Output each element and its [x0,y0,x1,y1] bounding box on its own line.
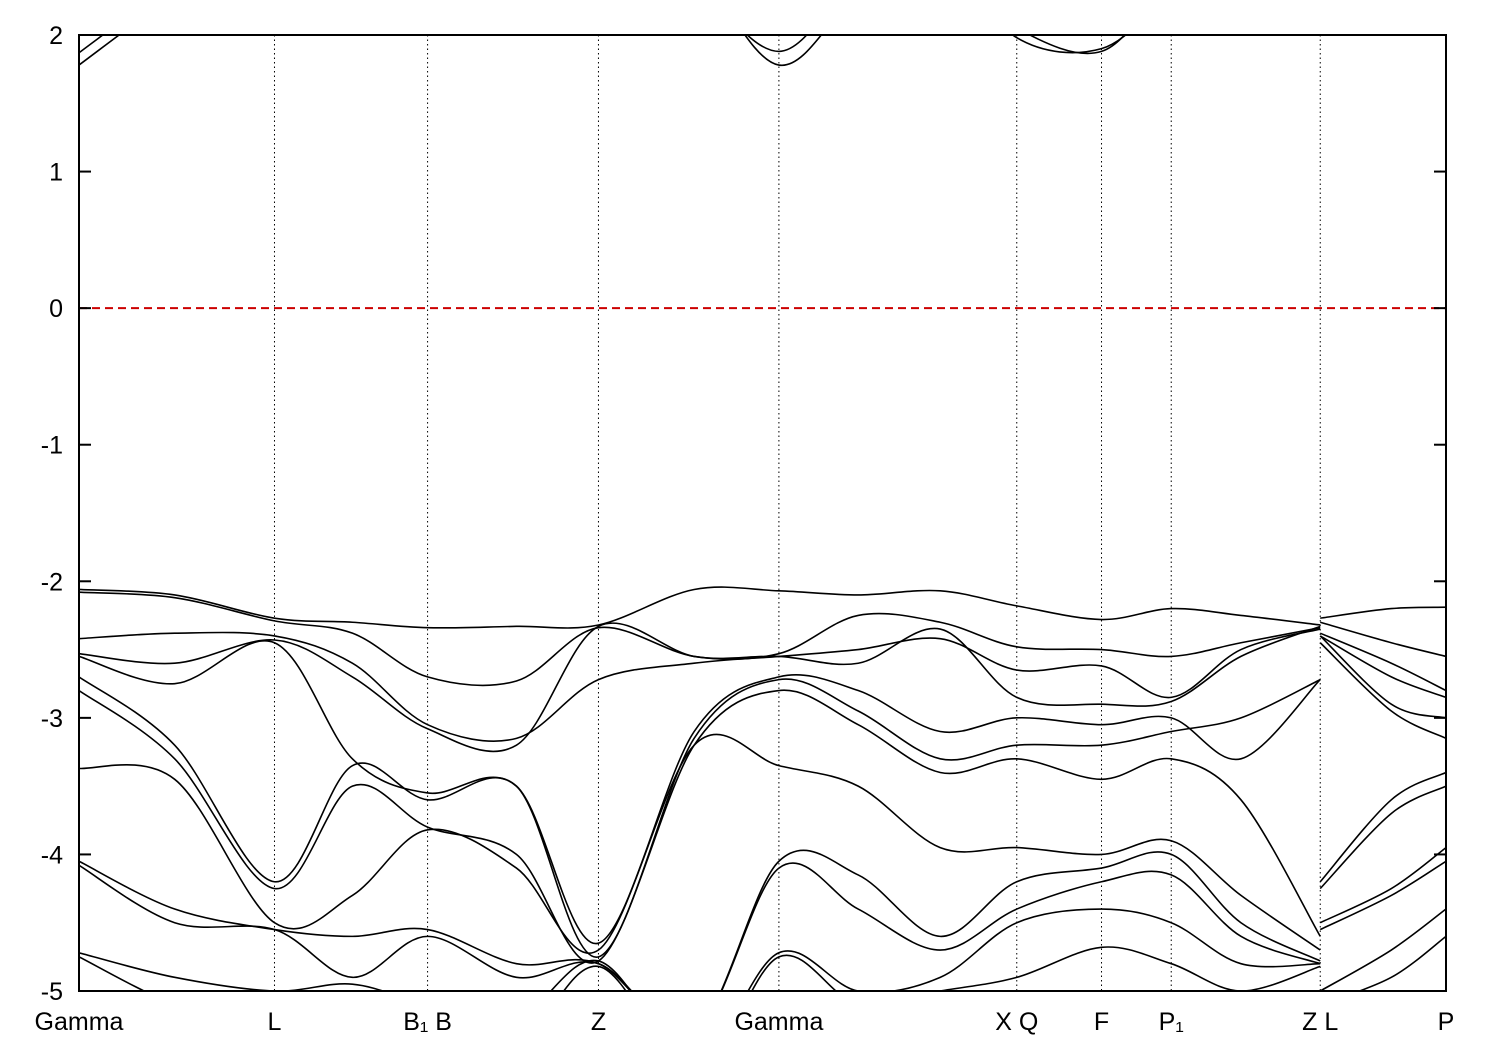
y-tick-label: 1 [49,159,63,187]
y-tick-label: -5 [41,978,63,1006]
axes: -5 -4 -3 -2 -1 0 1 2 Gamma L B₁ B Z Gamma X Q F P₁ Z L P [35,22,1455,1036]
band [79,35,1127,66]
x-tick-label: P₁ [1159,1008,1184,1036]
x-tick-label: L [268,1008,282,1036]
y-tick-label: -2 [41,568,63,596]
x-tick-label: Gamma [734,1008,823,1036]
band [79,628,1446,742]
y-tick-label: -1 [41,432,63,460]
grid [79,35,1446,991]
x-tick-label: F [1094,1008,1109,1036]
bands [79,35,1446,991]
band [79,846,1446,991]
x-tick-label: Z [591,1008,606,1036]
y-tick-label: -3 [41,705,63,733]
x-tick-label: X Q [995,1008,1038,1036]
x-tick-label: P [1438,1008,1455,1036]
y-tick-label: -4 [41,841,63,869]
band [79,586,1446,629]
y-tick-label: 2 [49,22,63,50]
plot-frame [78,34,1447,992]
x-tick-label: Z L [1302,1008,1338,1036]
band [79,935,1446,991]
band [79,733,1446,954]
band [79,689,1446,964]
x-tick-label: Gamma [35,1008,124,1036]
y-tick-label: 0 [49,295,63,323]
band [79,635,1446,945]
band [79,908,1446,991]
band [79,591,1446,687]
band [79,642,1446,958]
band [79,622,1446,753]
band [79,860,1446,991]
x-tick-label: B₁ B [403,1008,452,1036]
band [79,35,1126,55]
